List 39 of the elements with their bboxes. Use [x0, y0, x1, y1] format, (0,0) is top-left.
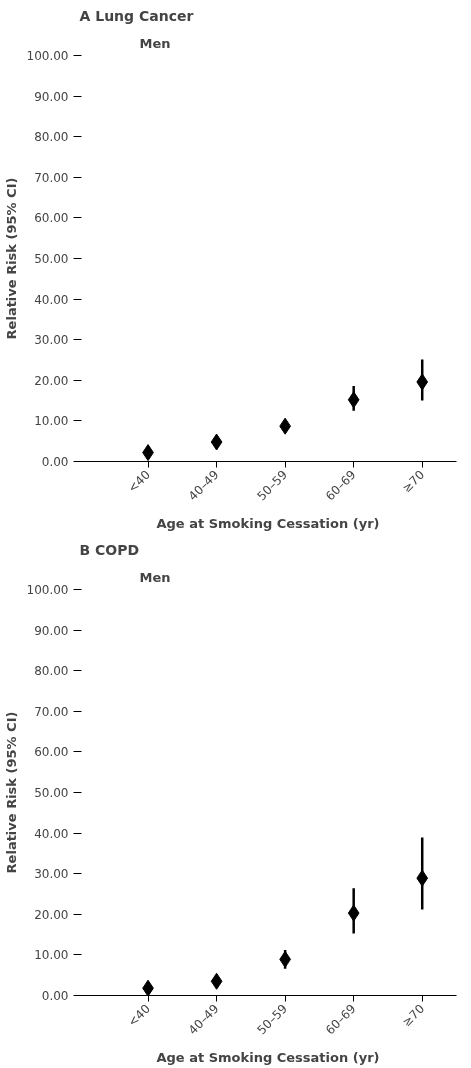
- y-tick-label: 10.00: [34, 948, 69, 963]
- chart-subtitle: Men: [139, 569, 171, 585]
- y-tick-label: 0.00: [41, 455, 69, 469]
- point: [416, 869, 429, 887]
- y-tick-label: 60.00: [34, 745, 69, 760]
- y-tick-label: 50.00: [34, 252, 69, 266]
- point: [416, 373, 429, 391]
- y-tick-label: 90.00: [34, 623, 69, 638]
- point: [210, 433, 223, 451]
- y-tick-label: 40.00: [34, 292, 69, 307]
- y-tick-label: 70.00: [34, 170, 69, 185]
- chart-subtitle: Men: [139, 35, 171, 51]
- chart-title: A Lung Cancer: [79, 7, 194, 24]
- y-tick-label: 0.00: [41, 989, 69, 1003]
- y-axis-title: Relative Risk (95% CI): [3, 177, 19, 340]
- point: [142, 979, 154, 996]
- y-tick-label: 100.00: [26, 49, 69, 63]
- chart-title: B COPD: [79, 541, 140, 558]
- y-tick-label: 80.00: [34, 664, 69, 679]
- point: [210, 972, 223, 990]
- y-axis-title: Relative Risk (95% CI): [3, 711, 19, 874]
- x-tick-label: <40: [125, 467, 153, 496]
- y-tick-label: 30.00: [34, 867, 69, 882]
- point: [347, 391, 360, 409]
- x-axis-title: Age at Smoking Cessation (yr): [156, 516, 380, 532]
- point: [347, 904, 360, 922]
- y-tick-label: 90.00: [34, 89, 69, 104]
- y-tick-label: 50.00: [34, 786, 69, 800]
- y-tick-label: 20.00: [34, 373, 69, 388]
- y-tick-label: 10.00: [34, 414, 69, 429]
- y-tick-label: 70.00: [34, 704, 69, 719]
- y-tick-label: 60.00: [34, 211, 69, 226]
- y-tick-label: 30.00: [34, 333, 69, 348]
- x-axis-title: Age at Smoking Cessation (yr): [156, 1050, 380, 1066]
- y-tick-label: 20.00: [34, 907, 69, 922]
- y-tick-label: 40.00: [34, 826, 69, 841]
- y-tick-label: 100.00: [26, 583, 69, 597]
- y-tick-label: 80.00: [34, 130, 69, 145]
- x-tick-label: <40: [125, 1001, 153, 1030]
